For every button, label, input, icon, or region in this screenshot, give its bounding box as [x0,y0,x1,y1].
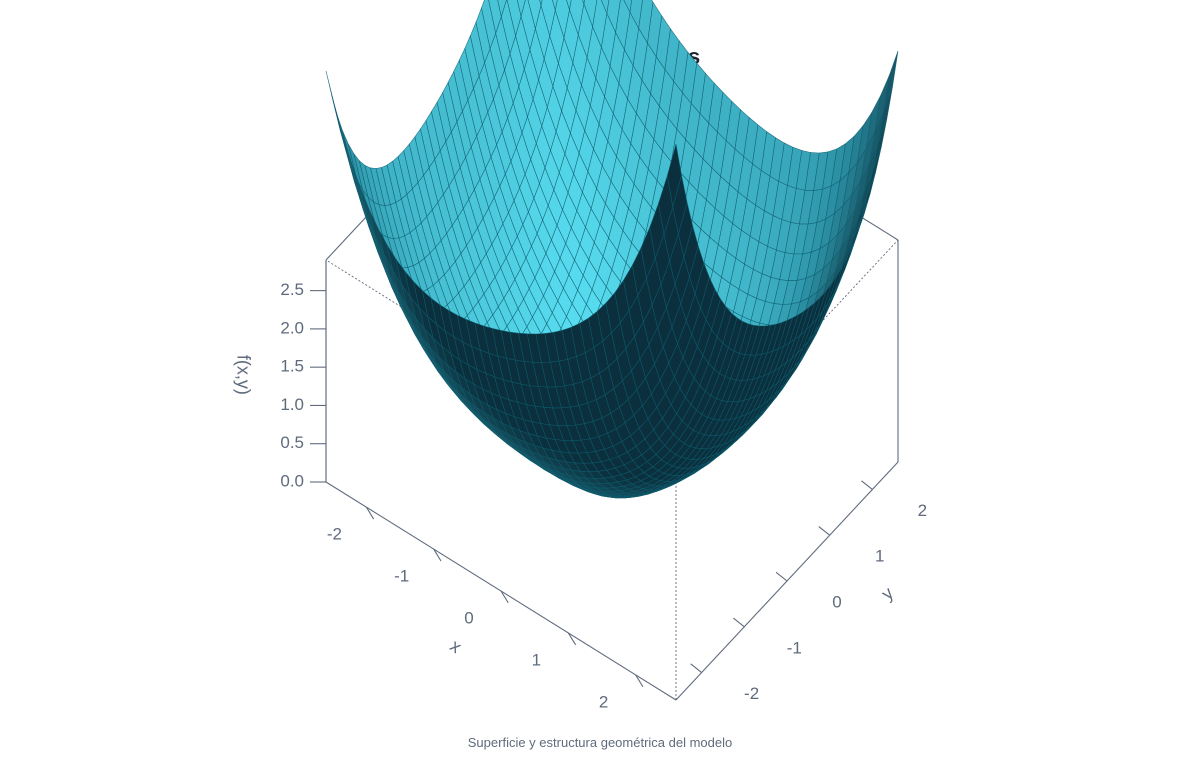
z-tick-label: 1.5 [280,357,304,376]
x-tick-mark [500,590,509,604]
z-tick-label: 1.0 [280,395,304,414]
y-tick-label: 1 [875,547,884,566]
x-tick-mark [433,548,442,562]
x-tick-mark [365,506,375,520]
y-tick-mark [861,480,873,490]
x-tick-label: -1 [394,567,409,586]
x-tick-mark [635,674,644,688]
y-tick-mark [818,526,831,536]
z-tick-label: 0.0 [280,471,304,490]
x-axis-title: x [446,635,465,657]
y-tick-label: -2 [744,684,759,703]
axes: -2 -1 0 1 2 x -2 -1 0 1 2 y 0.0 0.5 1.0 1.5 2.0 2.5 f(x,y) [233,260,927,711]
x-tick-mark [567,632,577,646]
x-tick-label: 2 [599,692,608,711]
y-tick-mark [690,663,702,673]
y-tick-label: -1 [787,638,802,657]
z-tick-label: 2.5 [280,280,304,299]
x-tick-label: 1 [532,650,541,669]
z-tick-label: 0.5 [280,433,304,452]
y-axis-title: y [878,583,898,604]
z-axis-title: f(x,y) [233,355,253,395]
surface-facet [883,50,899,112]
surface-mesh [325,0,899,499]
y-tick-mark [733,617,745,628]
x-tick-label: 0 [464,608,473,627]
y-tick-label: 2 [918,501,927,520]
x-tick-label: -2 [327,525,342,544]
z-tick-label: 2.0 [280,318,304,337]
surface-facet [666,143,682,207]
y-tick-mark [775,571,788,582]
chart-caption: Superficie y estructura geométrica del m… [467,735,733,750]
y-tick-label: 0 [832,592,841,611]
